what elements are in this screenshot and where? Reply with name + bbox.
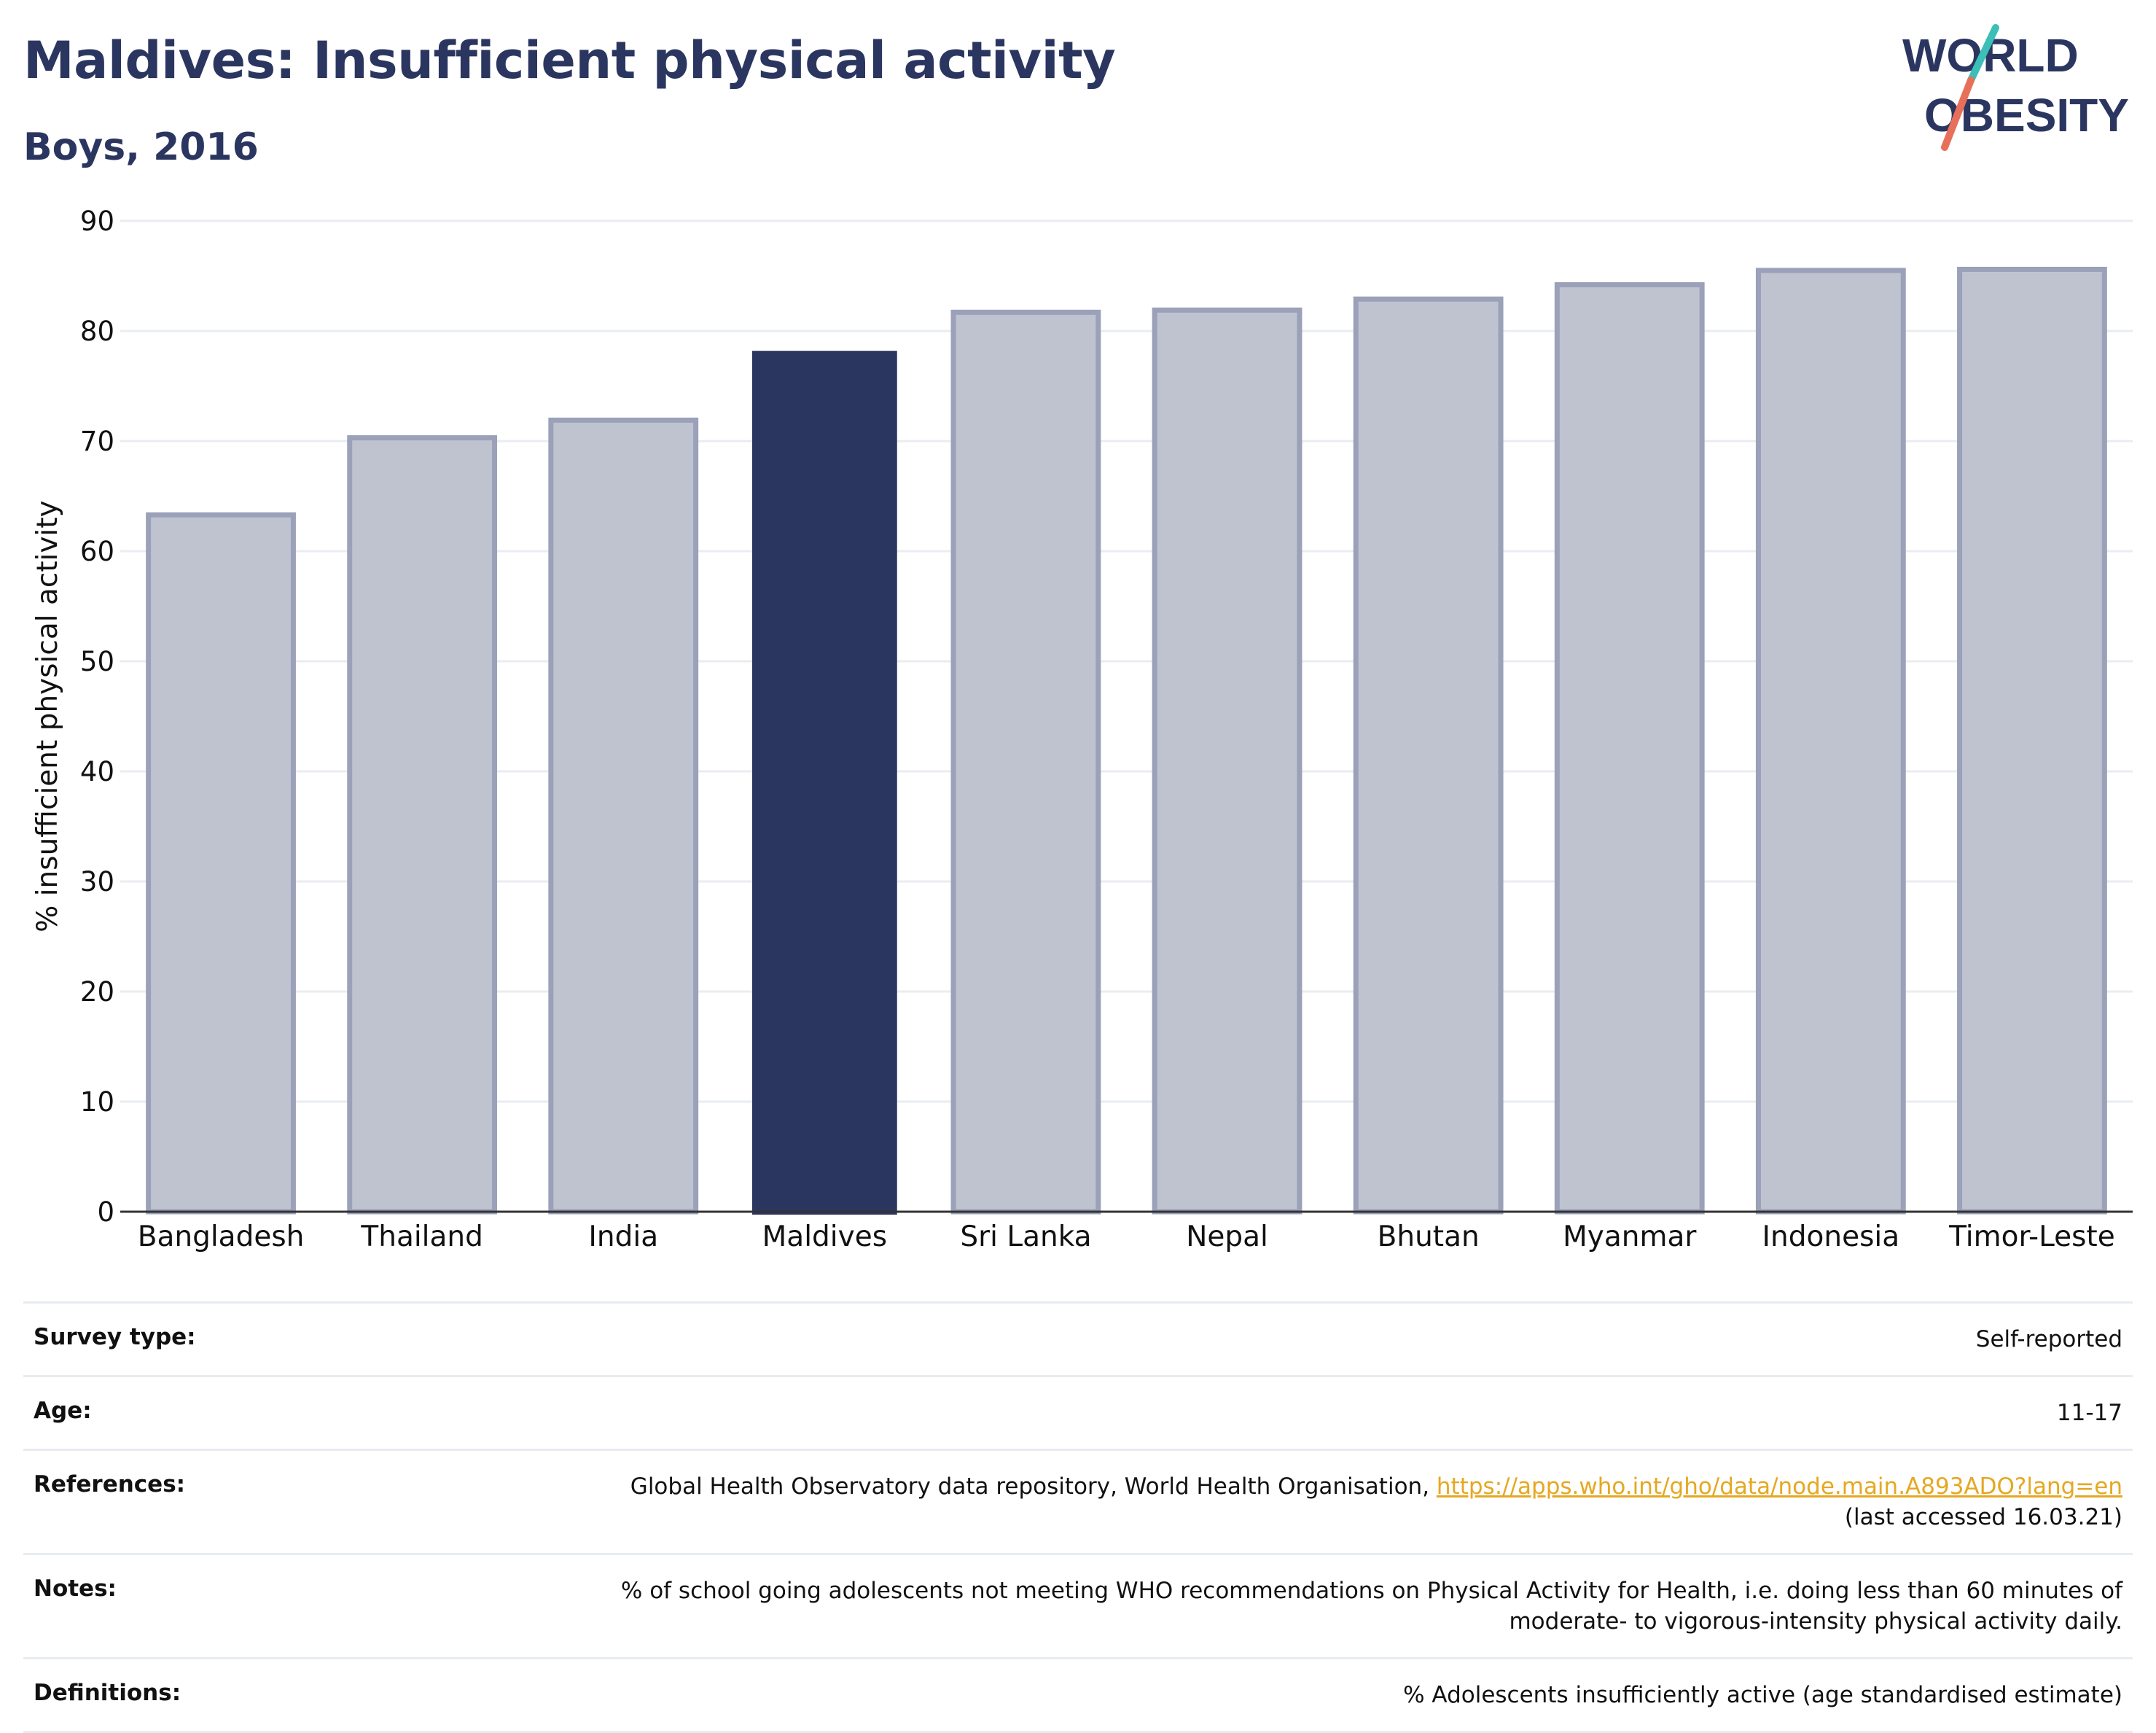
info-label: Survey type: (34, 1324, 196, 1350)
bar-chart: 0 10 20 30 40 50 60 70 80 90 Bangladesh Thailand In… (31, 206, 2133, 1253)
bar-bangladesh (146, 512, 296, 1215)
x-category-label: Myanmar (1563, 1220, 1697, 1253)
y-axis-title: % insufficient physical activity (31, 500, 64, 932)
x-category-label: Timor-Leste (1948, 1220, 2115, 1253)
bar-maldives (751, 351, 897, 1215)
info-row-definitions: Definitions: % Adolescents insufficientl… (23, 1657, 2133, 1733)
x-category-label: Maldives (762, 1220, 887, 1253)
x-category-labels: Bangladesh Thailand India Maldives Sri Lanka… (138, 1220, 2115, 1253)
info-row-survey-type: Survey type: Self-reported (23, 1301, 2133, 1375)
bar-india (548, 417, 699, 1215)
x-category-label: Sri Lanka (960, 1220, 1091, 1253)
bar-thailand (347, 435, 498, 1215)
reference-accessed: (last accessed 16.03.21) (1844, 1504, 2122, 1530)
info-label: References: (34, 1471, 186, 1498)
bar-nepal (1152, 307, 1302, 1215)
y-tick-label: 0 (97, 1196, 114, 1228)
y-tick-label: 80 (80, 316, 114, 347)
bar-bhutan (1353, 296, 1504, 1215)
x-category-label: Thailand (360, 1220, 483, 1253)
info-value: Self-reported (1975, 1326, 2122, 1352)
reference-text: Global Health Observatory data repositor… (630, 1473, 1437, 1500)
y-tick-label: 70 (80, 426, 114, 457)
y-tick-label: 90 (80, 206, 114, 237)
info-table: Survey type: Self-reported Age: 11-17 Re… (23, 1301, 2133, 1733)
y-tick-label: 60 (80, 536, 114, 567)
bar-indonesia (1755, 268, 1906, 1215)
bar-sri-lanka (950, 309, 1101, 1215)
x-category-label: India (588, 1220, 658, 1253)
x-category-label: Nepal (1186, 1220, 1268, 1253)
reference-link[interactable]: https://apps.who.int/gho/data/node.main.… (1436, 1473, 2122, 1500)
info-row-references: References: Global Health Observatory da… (23, 1449, 2133, 1553)
bars (146, 266, 2107, 1215)
x-category-label: Indonesia (1762, 1220, 1900, 1253)
y-tick-label: 40 (80, 756, 114, 787)
y-tick-labels: 0 10 20 30 40 50 60 70 80 90 (80, 206, 114, 1228)
y-tick-label: 30 (80, 866, 114, 897)
logo-slash-coral (1941, 77, 1975, 151)
info-row-notes: Notes: % of school going adolescents not… (23, 1553, 2133, 1657)
info-value: % of school going adolescents not meetin… (621, 1576, 2122, 1637)
x-category-label: Bangladesh (138, 1220, 305, 1253)
info-value: 11-17 (2056, 1400, 2122, 1426)
y-tick-label: 20 (80, 976, 114, 1008)
bar-myanmar (1554, 282, 1705, 1215)
info-label: Age: (34, 1398, 92, 1424)
world-obesity-logo: WORLD OBESITY (1902, 24, 2129, 151)
y-tick-label: 50 (80, 646, 114, 677)
chart-subtitle: Boys, 2016 (23, 125, 259, 169)
info-label: Notes: (34, 1576, 117, 1602)
notes-line-2: moderate- to vigorous-intensity physical… (1509, 1608, 2122, 1635)
bar-timor-leste (1957, 266, 2107, 1215)
y-tick-label: 10 (80, 1086, 114, 1118)
logo-slash-teal (1967, 24, 1999, 84)
chart-title: Maldives: Insufficient physical activity (23, 31, 1116, 90)
info-row-age: Age: 11-17 (23, 1375, 2133, 1449)
notes-line-1: % of school going adolescents not meetin… (620, 1578, 2122, 1604)
info-value: Global Health Observatory data repositor… (630, 1471, 2122, 1533)
info-label: Definitions: (34, 1680, 181, 1706)
x-category-label: Bhutan (1378, 1220, 1480, 1253)
info-value: % Adolescents insufficiently active (age… (1403, 1682, 2122, 1708)
